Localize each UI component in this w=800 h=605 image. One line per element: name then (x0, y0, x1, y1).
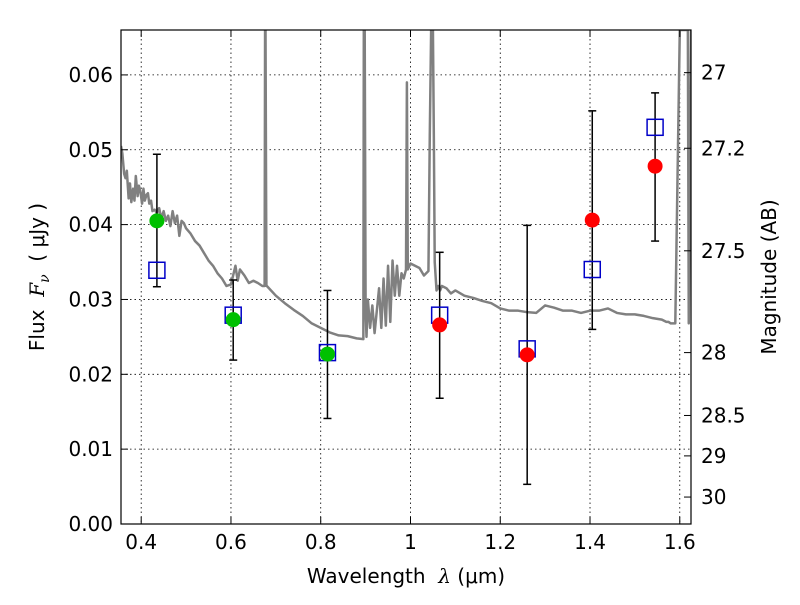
right-axis-tick-label: 28.5 (701, 403, 746, 427)
x-tick-label: 0.8 (305, 530, 337, 554)
y-tick-label: 0.06 (68, 63, 113, 87)
y-axis-label-symbol: F (25, 282, 49, 298)
y-tick-label: 0.00 (68, 512, 113, 536)
model-spectrum-layer (121, 30, 691, 341)
y-tick-label: 0.05 (68, 138, 113, 162)
right-axis-tick-label: 30 (701, 485, 726, 509)
observed-flux-point (519, 347, 535, 363)
y-tick-label: 0.04 (68, 213, 113, 237)
observed-flux-point (432, 317, 448, 333)
model-photometry-square (148, 261, 166, 280)
y-axis-label-unit: ( μJy ) (25, 203, 49, 275)
x-tick-label: 0.4 (125, 530, 157, 554)
ticks-layer: 0.4 0.6 0.8 1 1.2 1.4 1.6 0.00 0.01 0.02 0.03 0.04 0… (68, 30, 746, 554)
right-axis-tick-label: 27 (701, 61, 726, 85)
y-tick-label: 0.02 (68, 362, 113, 386)
observed-flux-point (647, 158, 663, 174)
y-tick-label: 0.03 (68, 287, 113, 311)
y-axis-label-subscript: ν (37, 274, 53, 283)
observed-flux-point (149, 213, 165, 229)
x-axis-label-symbol: λ (437, 564, 451, 588)
x-tick-label: 1.4 (574, 530, 606, 554)
observed-flux-point (225, 312, 241, 328)
x-axis-label-pre: Wavelength (307, 564, 438, 588)
y-axis-label: Flux Fν ( μJy ) (25, 203, 53, 351)
right-axis-tick-label: 27.2 (701, 136, 746, 160)
right-axis-tick-label: 27.5 (701, 239, 746, 263)
observed-flux-point (319, 346, 335, 362)
right-axis-label: Magnitude (AB) (757, 199, 781, 354)
x-tick-label: 1.2 (484, 530, 516, 554)
right-axis-tick-label: 28 (701, 341, 726, 365)
x-tick-label: 0.6 (215, 530, 247, 554)
x-axis-label-unit: (μm) (451, 564, 505, 588)
right-axis-tick-label: 29 (701, 444, 726, 468)
x-tick-label: 1.6 (664, 530, 696, 554)
y-tick-label: 0.01 (68, 437, 113, 461)
x-tick-label: 1 (404, 530, 417, 554)
plot-frame (120, 29, 692, 525)
y-axis-label-pre: Flux (25, 297, 49, 351)
model-photometry-square (646, 118, 664, 137)
observed-flux-point (584, 212, 600, 228)
markers-layer (148, 118, 664, 363)
model-spectrum-line (121, 30, 691, 341)
x-axis-label: Wavelength λ (μm) (307, 564, 505, 588)
model-photometry-square (583, 260, 602, 279)
